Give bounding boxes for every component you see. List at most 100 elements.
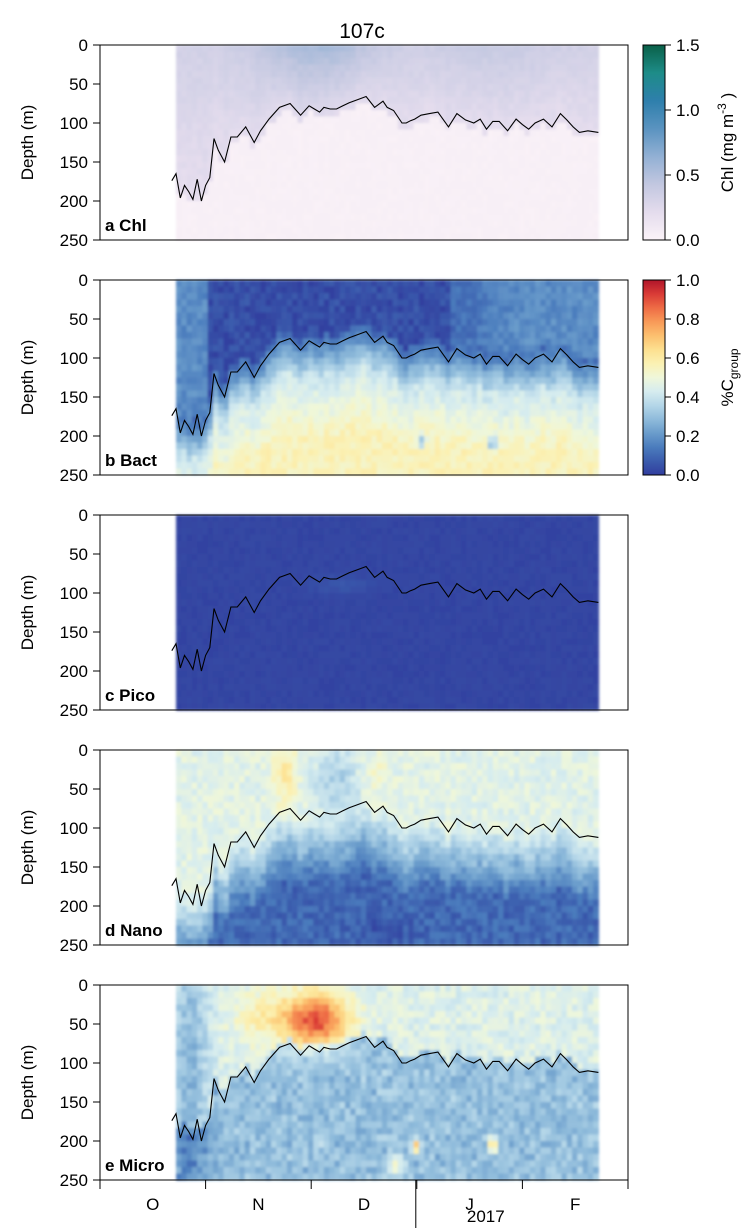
heatmap-cell xyxy=(513,149,520,157)
heatmap-cell xyxy=(355,188,362,196)
heatmap-cell xyxy=(529,45,536,53)
heatmap-cell xyxy=(186,573,193,581)
heatmap-cell xyxy=(318,364,325,372)
heatmap-cell xyxy=(471,442,478,450)
heatmap-cell xyxy=(487,149,494,157)
heatmap-cell xyxy=(297,136,304,144)
heatmap-cell xyxy=(572,214,578,222)
heatmap-cell xyxy=(529,332,536,340)
heatmap-cell xyxy=(540,214,547,222)
heatmap-cell xyxy=(440,416,446,424)
heatmap-cell xyxy=(176,599,182,607)
heatmap-cell xyxy=(271,338,277,346)
heatmap-cell xyxy=(181,312,188,320)
heatmap-cell xyxy=(371,142,378,150)
heatmap-cell xyxy=(255,110,262,118)
heatmap-cell xyxy=(244,175,251,183)
heatmap-cell xyxy=(403,319,409,327)
heatmap-cell xyxy=(440,129,446,137)
heatmap-cell xyxy=(239,142,246,150)
heatmap-cell xyxy=(186,442,193,450)
heatmap-cell xyxy=(429,201,436,209)
heatmap-cell xyxy=(334,64,341,72)
heatmap-cell xyxy=(450,149,457,157)
heatmap-cell xyxy=(308,84,314,92)
heatmap-cell xyxy=(339,51,346,59)
heatmap-cell xyxy=(397,110,404,118)
heatmap-cell xyxy=(371,410,378,418)
heatmap-cell xyxy=(387,384,394,392)
heatmap-cell xyxy=(466,84,473,92)
heatmap-cell xyxy=(276,351,283,359)
heatmap-cell xyxy=(281,64,288,72)
heatmap-cell xyxy=(355,293,362,301)
heatmap-cell xyxy=(329,364,336,372)
heatmap-cell xyxy=(297,188,304,196)
heatmap-cell xyxy=(308,181,314,189)
heatmap-cell xyxy=(176,416,182,424)
heatmap-cell xyxy=(228,364,235,372)
heatmap-cell xyxy=(556,455,563,463)
heatmap-cell xyxy=(371,149,378,157)
heatmap-cell xyxy=(286,403,293,411)
heatmap-cell xyxy=(366,64,372,72)
heatmap-cell xyxy=(434,416,441,424)
heatmap-cell xyxy=(577,338,584,346)
heatmap-cell xyxy=(181,90,188,98)
heatmap-cell xyxy=(487,293,494,301)
heatmap-cell xyxy=(429,207,436,215)
heatmap-cell xyxy=(482,338,489,346)
heatmap-cell xyxy=(513,293,520,301)
heatmap-cell xyxy=(593,468,600,476)
heatmap-cell xyxy=(540,423,547,431)
heatmap-cell xyxy=(265,168,272,176)
heatmap-cell xyxy=(381,84,388,92)
heatmap-cell xyxy=(207,58,214,66)
heatmap-cell xyxy=(513,45,520,53)
heatmap-cell xyxy=(587,293,594,301)
heatmap-cell xyxy=(234,390,240,398)
heatmap-cell xyxy=(593,462,600,470)
heatmap-cell xyxy=(292,468,299,476)
heatmap-cell xyxy=(566,149,573,157)
heatmap-cell xyxy=(381,201,388,209)
heatmap-cell xyxy=(476,123,483,131)
heatmap-cell xyxy=(461,364,468,372)
heatmap-cell xyxy=(181,142,188,150)
heatmap-cell xyxy=(281,325,288,333)
heatmap-cell xyxy=(403,233,409,241)
heatmap-cell xyxy=(186,658,193,666)
heatmap-cell xyxy=(176,462,182,470)
heatmap-cell xyxy=(498,436,504,444)
heatmap-cell xyxy=(561,71,568,79)
heatmap-cell xyxy=(344,449,351,457)
heatmap-cell xyxy=(413,233,420,241)
heatmap-cell xyxy=(344,442,351,450)
heatmap-cell xyxy=(498,423,504,431)
heatmap-cell xyxy=(403,175,409,183)
heatmap-cell xyxy=(429,377,436,385)
heatmap-cell xyxy=(461,306,468,314)
heatmap-cell xyxy=(176,162,182,170)
heatmap-cell xyxy=(498,416,504,424)
heatmap-cell xyxy=(223,429,230,437)
heatmap-cell xyxy=(424,162,431,170)
heatmap-cell xyxy=(260,351,267,359)
heatmap-cell xyxy=(413,338,420,346)
heatmap-cell xyxy=(318,233,325,241)
heatmap-cell xyxy=(418,220,425,228)
heatmap-cell xyxy=(186,299,193,307)
heatmap-cell xyxy=(244,227,251,235)
heatmap-cell xyxy=(445,84,452,92)
heatmap-cell xyxy=(323,110,330,118)
heatmap-cell xyxy=(529,325,536,333)
heatmap-cell xyxy=(223,227,230,235)
heatmap-cell xyxy=(556,45,563,53)
heatmap-cell xyxy=(234,51,240,59)
heatmap-cell xyxy=(218,286,225,294)
heatmap-cell xyxy=(540,220,547,228)
heatmap-cell xyxy=(556,299,563,307)
heatmap-cell xyxy=(249,345,256,353)
heatmap-cell xyxy=(434,345,441,353)
heatmap-cell xyxy=(286,227,293,235)
